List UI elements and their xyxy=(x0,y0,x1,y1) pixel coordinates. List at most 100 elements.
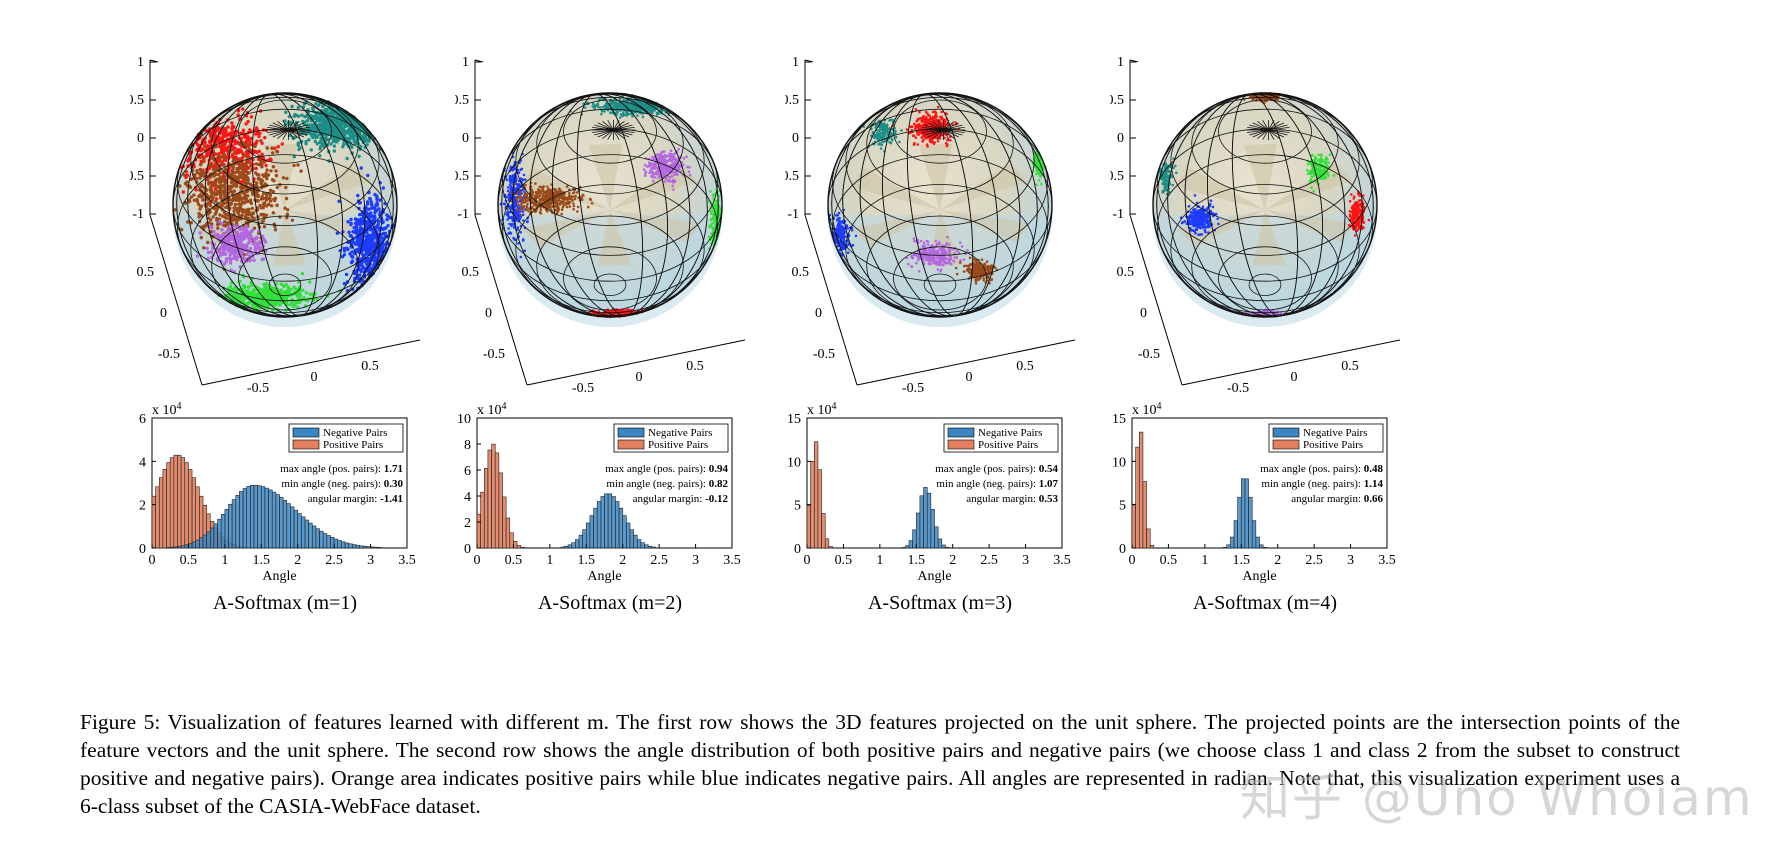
y-exponent: x 104 xyxy=(1132,401,1162,418)
neg-bar xyxy=(304,519,309,549)
stat-line: min angle (neg. pairs): 0.82 xyxy=(606,478,728,490)
x-tick-label: 0.5 xyxy=(686,359,704,374)
neg-bar xyxy=(633,534,638,549)
y-tick-label: -0.5 xyxy=(1138,347,1160,362)
bars xyxy=(476,443,656,549)
neg-bar xyxy=(341,541,346,549)
sphere-plot: 1 0.5 0 -0.5 -1 0.5 0 -0.5 -0.5 0 0.5 0 0.5 1 1.5 2 2.5 3… xyxy=(785,55,1076,584)
x-tick-label: 3 xyxy=(692,553,699,568)
neg-bar xyxy=(271,491,277,549)
z-tick-label: 1 xyxy=(462,55,469,70)
neg-bar xyxy=(575,539,580,549)
neg-bar xyxy=(373,546,379,549)
z-tick-label: 0.5 xyxy=(785,93,799,108)
z-tick-label: -1 xyxy=(1112,207,1124,222)
stat-line: angular margin: -0.12 xyxy=(633,493,729,505)
x-tick-label: -0.5 xyxy=(1227,381,1249,396)
neg-bar xyxy=(1222,546,1228,549)
y-tick-label: 0 xyxy=(1140,306,1147,321)
x-tick-label: 1.5 xyxy=(908,553,926,568)
x-tick-label: 3.5 xyxy=(723,553,741,568)
y-tick-label: 0 xyxy=(815,306,822,321)
neg-bar xyxy=(191,541,197,549)
y-exponent: x 104 xyxy=(477,401,507,418)
unit-sphere xyxy=(172,92,398,327)
neg-bar xyxy=(315,528,320,549)
sphere-axes xyxy=(1129,59,1401,386)
pos-bar xyxy=(480,491,485,549)
neg-bar xyxy=(611,496,616,549)
neg-bar xyxy=(905,545,910,549)
neg-bar xyxy=(629,529,634,549)
unit-sphere xyxy=(1152,92,1378,327)
neg-bar xyxy=(934,526,939,549)
neg-bar xyxy=(560,546,565,549)
x-tick-label: 1.5 xyxy=(1233,553,1251,568)
pos-bar xyxy=(1149,544,1155,549)
z-tick-label: 0 xyxy=(137,131,144,146)
pos-bar xyxy=(1135,446,1140,549)
neg-bar xyxy=(206,531,211,549)
pos-bar xyxy=(158,477,164,549)
neg-bar xyxy=(926,492,932,549)
neg-bar xyxy=(1244,478,1249,549)
neg-bar xyxy=(355,544,360,549)
legend-negative-pairs: Negative Pairs xyxy=(1303,427,1367,439)
neg-bar xyxy=(235,494,240,549)
feature-points xyxy=(828,105,1047,285)
neg-bar xyxy=(257,485,262,549)
neg-bar xyxy=(166,547,171,549)
x-tick-label: 1 xyxy=(876,553,883,568)
y-tick-label: 10 xyxy=(787,455,801,470)
x-tick-label: -0.5 xyxy=(247,381,269,396)
neg-bar xyxy=(293,509,299,549)
pos-bar xyxy=(151,495,156,549)
neg-bar xyxy=(908,540,913,549)
x-tick-label: 3 xyxy=(1347,553,1354,568)
z-tick-label: 1 xyxy=(137,55,144,70)
neg-bar xyxy=(919,495,924,549)
pos-bar xyxy=(516,545,522,549)
y-tick-label: 10 xyxy=(457,412,471,427)
x-tick-label: 2 xyxy=(949,553,956,568)
neg-bar xyxy=(618,507,624,549)
neg-bar xyxy=(173,546,178,549)
x-tick-label: 2 xyxy=(294,553,301,568)
neg-bar xyxy=(1230,536,1235,549)
z-tick-label: 0 xyxy=(792,131,799,146)
neg-bar xyxy=(268,489,273,549)
sphere-axes xyxy=(474,59,746,386)
x-tick-label: 0.5 xyxy=(505,553,523,568)
unit-sphere xyxy=(827,92,1053,327)
stat-line: max angle (pos. pairs): 0.48 xyxy=(1260,463,1383,475)
legend-negative-pairs: Negative Pairs xyxy=(978,427,1042,439)
x-tick-label: 1 xyxy=(1201,553,1208,568)
bars xyxy=(806,441,950,549)
neg-bar xyxy=(308,522,313,549)
unit-sphere xyxy=(497,92,723,327)
x-tick-label: 2 xyxy=(1274,553,1281,568)
pos-bar xyxy=(166,462,171,549)
neg-bar xyxy=(264,487,269,549)
y-tick-label: 0 xyxy=(485,306,492,321)
z-tick-label: 0.5 xyxy=(455,93,469,108)
neg-bar xyxy=(578,534,583,549)
y-tick-label: -0.5 xyxy=(483,347,505,362)
neg-bar xyxy=(344,542,350,549)
y-tick-label: -0.5 xyxy=(813,347,835,362)
legend-positive-pairs: Positive Pairs xyxy=(1303,439,1363,451)
z-tick-label: 1 xyxy=(792,55,799,70)
neg-bar xyxy=(589,515,594,549)
x-tick-label: 0.5 xyxy=(1341,359,1359,374)
y-exponent: x 104 xyxy=(807,401,837,418)
x-tick-label: 0 xyxy=(966,370,973,385)
stat-line: min angle (neg. pairs): 1.07 xyxy=(936,478,1058,490)
neg-bar xyxy=(640,542,645,549)
pos-bar xyxy=(828,546,833,549)
watermark: 知乎 @Uno Whoiam xyxy=(1240,769,1754,827)
pos-bar xyxy=(177,454,182,549)
panel-subtitle: A-Softmax (m=1) xyxy=(212,592,358,614)
neg-bar xyxy=(1237,496,1242,549)
z-tick-label: -1 xyxy=(787,207,799,222)
